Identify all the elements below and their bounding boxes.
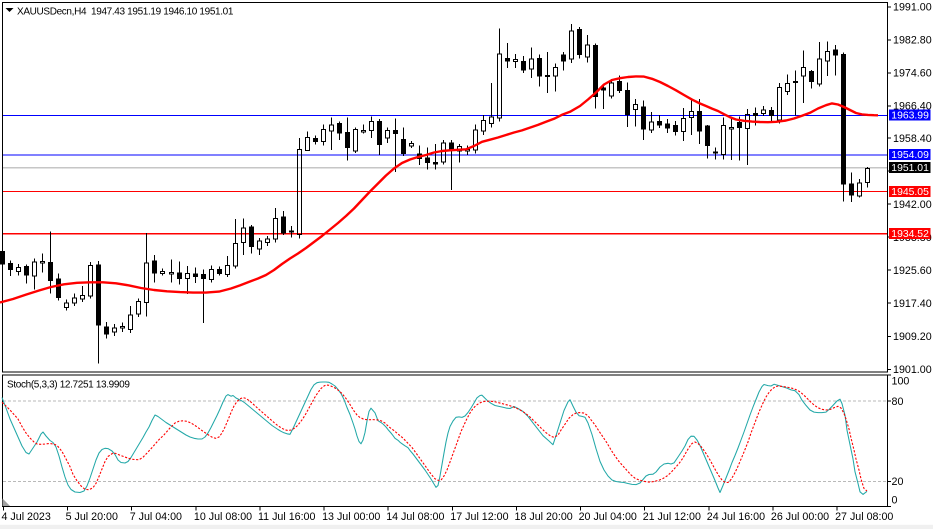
svg-text:100: 100 [892,376,910,388]
svg-text:0: 0 [892,495,898,507]
svg-text:18 Jul 20:00: 18 Jul 20:00 [515,511,573,523]
svg-text:21 Jul 12:00: 21 Jul 12:00 [643,511,701,523]
svg-text:1991.00: 1991.00 [893,2,932,14]
svg-text:XAUUSDecn,H4 1947.43 1951.19: XAUUSDecn,H4 1947.43 1951.19 1946.10 195… [17,7,234,18]
svg-text:7 Jul 04:00: 7 Jul 04:00 [130,511,182,523]
svg-text:1982.80: 1982.80 [893,35,932,47]
svg-text:1901.00: 1901.00 [893,364,932,376]
svg-text:1909.20: 1909.20 [893,331,932,343]
svg-text:1942.00: 1942.00 [893,199,932,211]
svg-text:80: 80 [892,396,904,408]
svg-text:4 Jul 2023: 4 Jul 2023 [2,511,51,523]
svg-text:26 Jul 00:00: 26 Jul 00:00 [771,511,829,523]
svg-text:11 Jul 16:00: 11 Jul 16:00 [258,511,315,523]
svg-text:10 Jul 08:00: 10 Jul 08:00 [194,511,252,523]
svg-text:1934.52: 1934.52 [891,229,929,240]
svg-text:14 Jul 08:00: 14 Jul 08:00 [386,511,444,523]
svg-text:27 Jul 08:00: 27 Jul 08:00 [835,511,893,523]
svg-text:24 Jul 16:00: 24 Jul 16:00 [707,511,765,523]
svg-text:5 Jul 20:00: 5 Jul 20:00 [66,511,118,523]
svg-text:1963.99: 1963.99 [891,110,929,121]
svg-text:20: 20 [892,476,904,488]
svg-text:20 Jul 04:00: 20 Jul 04:00 [579,511,637,523]
svg-text:1958.40: 1958.40 [893,133,932,145]
svg-text:1954.09: 1954.09 [891,150,929,161]
svg-text:17 Jul 12:00: 17 Jul 12:00 [450,511,508,523]
svg-text:1951.01: 1951.01 [891,163,929,174]
svg-text:1974.60: 1974.60 [893,68,932,80]
svg-text:1917.40: 1917.40 [893,298,932,310]
svg-text:1925.60: 1925.60 [893,265,932,277]
svg-text:13 Jul 00:00: 13 Jul 00:00 [322,511,380,523]
svg-text:1945.05: 1945.05 [891,187,929,198]
svg-text:Stoch(5,3,3) 12.7251 13.9909: Stoch(5,3,3) 12.7251 13.9909 [7,380,130,391]
